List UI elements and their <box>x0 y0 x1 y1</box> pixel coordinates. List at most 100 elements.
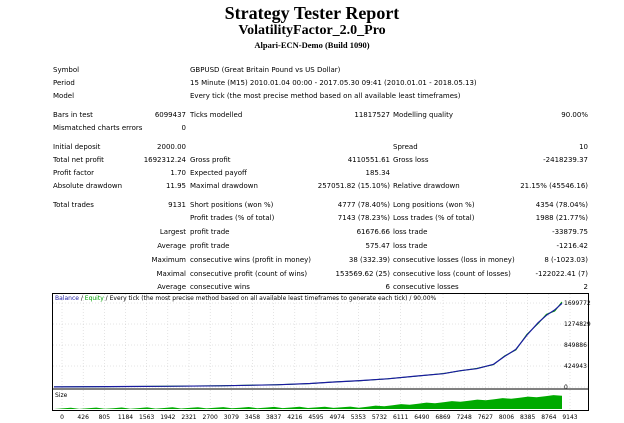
model-label: Model <box>53 92 75 100</box>
reldd-label: Relative drawdown <box>393 182 460 190</box>
x-tick-label: 8006 <box>498 414 515 421</box>
maximal-loss-value: -122022.41 (7) <box>535 270 588 278</box>
largest-profit-value: 61676.66 <box>356 228 390 236</box>
y-tick-label: 424943 <box>564 363 587 370</box>
chart-grid <box>53 294 588 410</box>
avg2-label: Average <box>157 283 186 291</box>
ltrades-value: 1988 (21.77%) <box>535 214 588 222</box>
spread-label: Spread <box>393 143 418 151</box>
largest-profit-label: profit trade <box>190 228 230 236</box>
y-tick-label: 1274829 <box>564 321 591 328</box>
legend-balance: Balance <box>55 295 79 302</box>
x-tick-label: 5732 <box>371 414 388 421</box>
trades-value: 9131 <box>168 201 186 209</box>
mismatch-value: 0 <box>181 124 186 132</box>
legend-text: / Every tick (the most precise method ba… <box>104 295 437 302</box>
grossloss-label: Gross loss <box>393 156 429 164</box>
long-value: 4354 (78.04%) <box>535 201 588 209</box>
avg-wins-value: 6 <box>385 283 390 291</box>
x-tick-label: 4595 <box>308 414 324 421</box>
x-tick-label: 0 <box>60 414 64 421</box>
avg-wins-label: consecutive wins <box>190 283 250 291</box>
ticks-label: Ticks modelled <box>190 111 243 119</box>
x-tick-label: 2700 <box>202 414 218 421</box>
largest-loss-label: loss trade <box>393 228 428 236</box>
largest-label: Largest <box>159 228 186 236</box>
maximal-label: Maximal <box>156 270 186 278</box>
balance-chart: Balance / Equity / Every tick (the most … <box>52 293 589 411</box>
spread-value: 10 <box>579 143 588 151</box>
absdd-value: 11.95 <box>165 182 186 190</box>
bars-label: Bars in test <box>53 111 93 119</box>
maxdd-label: Maximal drawdown <box>190 182 258 190</box>
x-tick-label: 6869 <box>435 414 451 421</box>
quality-value: 90.00% <box>561 111 588 119</box>
maximum-label: Maximum <box>151 256 187 264</box>
x-tick-label: 1942 <box>160 414 176 421</box>
max-losses-label: consecutive losses (loss in money) <box>393 256 515 264</box>
period-label: Period <box>53 79 75 87</box>
size-label: Size <box>55 392 68 399</box>
chart-frame <box>52 293 589 411</box>
deposit-label: Initial deposit <box>53 143 101 151</box>
mismatch-label: Mismatched charts errors <box>53 124 143 132</box>
y-tick-label: 849886 <box>564 342 587 349</box>
average-profit-value: 575.47 <box>365 242 391 250</box>
symbol-label: Symbol <box>53 66 80 74</box>
maximal-profit-label: consecutive profit (count of wins) <box>190 270 308 278</box>
legend-equity: Equity <box>85 295 104 302</box>
x-tick-label: 4974 <box>329 414 345 421</box>
ptrades-value: 7143 (78.23%) <box>337 214 390 222</box>
server-build: Alpari-ECN-Demo (Build 1090) <box>254 40 370 50</box>
average-loss-value: -1216.42 <box>556 242 588 250</box>
netprofit-value: 1692312.24 <box>143 156 186 164</box>
trades-label: Total trades <box>53 201 94 209</box>
size-area <box>54 395 562 409</box>
pf-label: Profit factor <box>53 169 94 177</box>
x-tick-label: 9143 <box>562 414 578 421</box>
x-tick-label: 1563 <box>139 414 155 421</box>
x-tick-label: 2321 <box>181 414 197 421</box>
average-profit-label: profit trade <box>190 242 230 250</box>
x-tick-label: 7248 <box>456 414 472 421</box>
balance-line <box>53 302 563 388</box>
x-tick-label: 426 <box>77 414 89 421</box>
quality-label: Modelling quality <box>393 111 453 119</box>
legend-slash: / <box>79 295 85 302</box>
bars-value: 6099437 <box>154 111 186 119</box>
maximal-profit-value: 153569.62 (25) <box>335 270 390 278</box>
maximal-loss-label: consecutive loss (count of losses) <box>393 270 511 278</box>
model-value: Every tick (the most precise method base… <box>190 92 461 100</box>
absdd-label: Absolute drawdown <box>53 182 123 190</box>
max-wins-value: 38 (332.39) <box>348 256 390 264</box>
x-tick-label: 805 <box>98 414 111 421</box>
max-wins-label: consecutive wins (profit in money) <box>190 256 312 264</box>
maxdd-value: 257051.82 (15.10%) <box>317 182 390 190</box>
average-label: Average <box>157 242 186 250</box>
long-label: Long positions (won %) <box>393 201 475 209</box>
ltrades-label: Loss trades (% of total) <box>393 214 475 222</box>
max-losses-value: 8 (-1023.03) <box>544 256 588 264</box>
grossprofit-label: Gross profit <box>190 156 231 164</box>
x-tick-label: 5353 <box>350 414 366 421</box>
payoff-label: Expected payoff <box>190 169 247 177</box>
ptrades-label: Profit trades (% of total) <box>190 214 275 222</box>
x-tick-label: 7627 <box>477 414 493 421</box>
grossloss-value: -2418239.37 <box>543 156 588 164</box>
payoff-value: 185.34 <box>365 169 391 177</box>
average-loss-label: loss trade <box>393 242 428 250</box>
avg-losses-value: 2 <box>583 283 588 291</box>
x-tick-label: 3079 <box>223 414 239 421</box>
x-tick-label: 1184 <box>117 414 134 421</box>
x-tick-label: 8764 <box>541 414 557 421</box>
y-tick-label: 0 <box>564 384 568 391</box>
period-value: 15 Minute (M15) 2010.01.04 00:00 - 2017.… <box>190 79 477 87</box>
reldd-value: 21.15% (45546.16) <box>520 182 588 190</box>
largest-loss-value: -33879.75 <box>552 228 588 236</box>
symbol-value: GBPUSD (Great Britain Pound vs US Dollar… <box>190 66 341 74</box>
short-label: Short positions (won %) <box>190 201 274 209</box>
netprofit-label: Total net profit <box>53 156 104 164</box>
report-title: Strategy Tester Report <box>224 3 400 23</box>
ticks-value: 11817527 <box>354 111 390 119</box>
x-tick-label: 8385 <box>520 414 536 421</box>
